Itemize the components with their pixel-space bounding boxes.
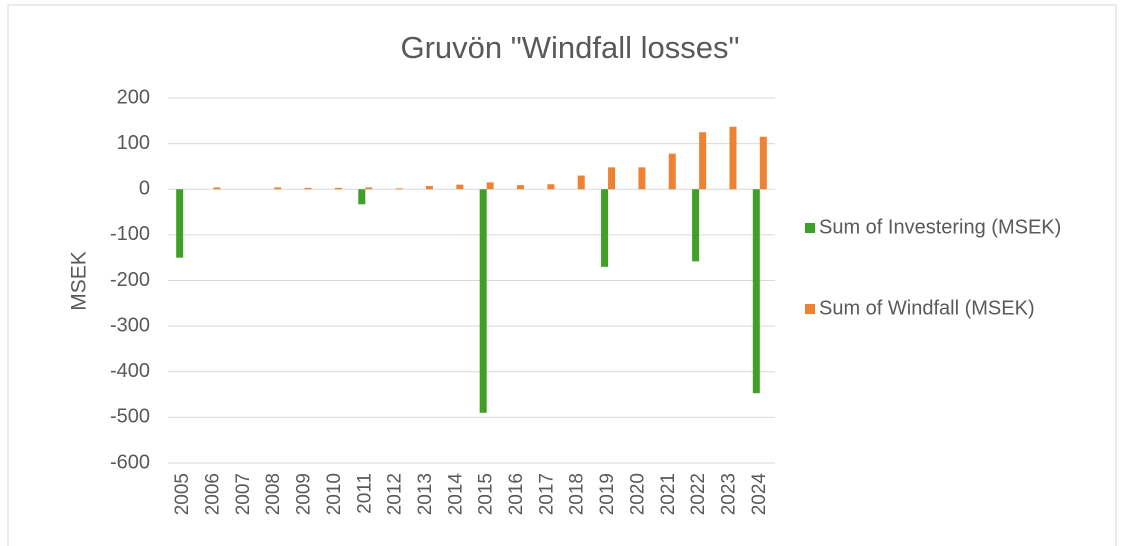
y-tick-label: 0 — [139, 178, 150, 200]
x-tick-label: 2021 — [658, 473, 679, 515]
x-tick-label: 2010 — [324, 473, 345, 515]
y-tick-label: 200 — [117, 86, 150, 108]
bar — [425, 186, 433, 190]
y-tick-label: -400 — [110, 360, 150, 382]
chart-title: Gruvön "Windfall losses" — [400, 30, 739, 65]
x-tick-label: 2006 — [203, 473, 224, 515]
bar — [395, 188, 403, 190]
y-tick-label: -100 — [110, 223, 150, 245]
x-tick-label: 2024 — [749, 473, 770, 516]
x-tick-label: 2023 — [718, 473, 739, 515]
bar — [729, 126, 737, 190]
x-tick-label: 2020 — [627, 473, 648, 515]
legend-swatch — [805, 223, 815, 233]
bar — [365, 187, 373, 190]
bar — [752, 189, 760, 394]
bar — [601, 189, 609, 267]
x-tick-label: 2005 — [172, 473, 193, 515]
bar — [668, 153, 676, 190]
legend-swatch — [805, 304, 815, 314]
x-tick-label: 2022 — [688, 473, 709, 515]
x-tick-label: 2017 — [536, 473, 557, 515]
x-tick-label: 2013 — [415, 473, 436, 515]
bar — [486, 182, 494, 190]
legend-label: Sum of Windfall (MSEK) — [819, 297, 1035, 319]
x-tick-label: 2019 — [597, 473, 618, 515]
bar — [692, 189, 700, 262]
y-tick-label: -300 — [110, 314, 150, 336]
y-tick-label: -200 — [110, 269, 150, 291]
bar — [334, 187, 342, 190]
bar — [456, 184, 464, 190]
bar — [699, 132, 707, 190]
bar — [577, 175, 585, 190]
y-tick-label: 100 — [117, 132, 150, 154]
y-tick-label: -500 — [110, 406, 150, 428]
bar — [547, 184, 555, 190]
bar — [304, 187, 312, 190]
bar — [759, 136, 767, 190]
x-tick-label: 2018 — [567, 473, 588, 515]
x-tick-label: 2014 — [445, 473, 466, 516]
bar — [358, 189, 366, 205]
bar — [176, 189, 184, 258]
bar — [517, 185, 525, 190]
bar — [274, 187, 282, 190]
x-tick-label: 2016 — [506, 473, 527, 515]
legend-label: Sum of Investering (MSEK) — [819, 216, 1061, 238]
bar — [479, 189, 487, 413]
x-tick-label: 2011 — [354, 473, 375, 514]
bar — [638, 167, 646, 190]
y-tick-label: -600 — [110, 451, 150, 473]
y-axis-label: MSEK — [68, 251, 91, 311]
bar — [608, 167, 616, 190]
x-tick-label: 2008 — [263, 473, 284, 515]
x-tick-label: 2015 — [476, 473, 497, 515]
chart-border — [7, 4, 1117, 546]
x-tick-label: 2007 — [233, 473, 254, 515]
x-tick-label: 2012 — [385, 473, 406, 515]
bar — [213, 187, 221, 190]
x-tick-label: 2009 — [294, 473, 315, 515]
